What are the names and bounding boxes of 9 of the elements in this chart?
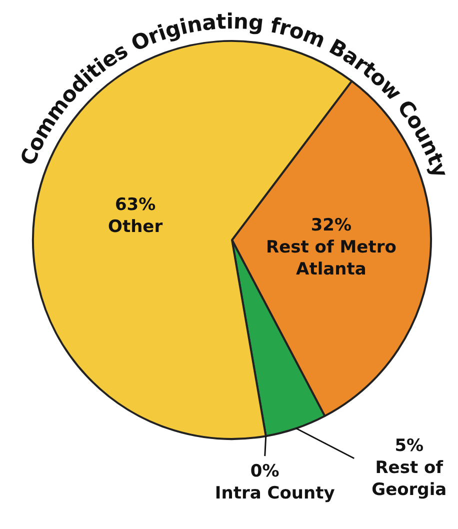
data-label: 5% — [394, 436, 424, 456]
data-label: 63% — [114, 195, 156, 216]
slice-label: Rest of Metro Atlanta — [266, 237, 396, 280]
chart-title: Commodities Originating from Bartow County — [16, 9, 453, 180]
slice-label: Other — [108, 217, 164, 238]
category-label: Intra County — [214, 484, 335, 504]
text: 0% — [250, 462, 280, 482]
slice-label: Rest of Georgia — [372, 458, 447, 500]
data-label: 32% — [310, 215, 352, 236]
